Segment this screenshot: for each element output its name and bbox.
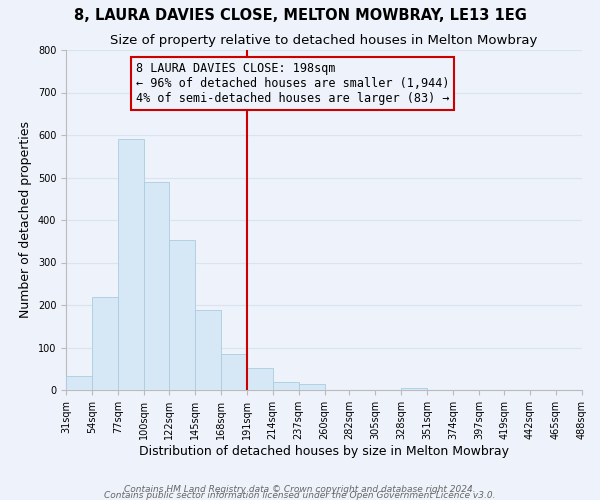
Bar <box>195 310 221 390</box>
Bar <box>92 296 118 390</box>
Bar <box>247 368 272 390</box>
Text: 8, LAURA DAVIES CLOSE, MELTON MOWBRAY, LE13 1EG: 8, LAURA DAVIES CLOSE, MELTON MOWBRAY, L… <box>74 8 526 22</box>
Bar <box>144 182 169 390</box>
Y-axis label: Number of detached properties: Number of detached properties <box>19 122 32 318</box>
Bar <box>169 240 195 390</box>
Bar <box>221 354 247 390</box>
Bar <box>66 376 92 390</box>
Text: Contains public sector information licensed under the Open Government Licence v3: Contains public sector information licen… <box>104 490 496 500</box>
Title: Size of property relative to detached houses in Melton Mowbray: Size of property relative to detached ho… <box>110 34 538 48</box>
Bar <box>118 139 144 390</box>
Bar <box>401 388 427 390</box>
Text: 8 LAURA DAVIES CLOSE: 198sqm
← 96% of detached houses are smaller (1,944)
4% of : 8 LAURA DAVIES CLOSE: 198sqm ← 96% of de… <box>136 62 449 105</box>
Text: Contains HM Land Registry data © Crown copyright and database right 2024.: Contains HM Land Registry data © Crown c… <box>124 484 476 494</box>
Bar <box>299 384 325 390</box>
Bar <box>272 382 299 390</box>
X-axis label: Distribution of detached houses by size in Melton Mowbray: Distribution of detached houses by size … <box>139 444 509 458</box>
